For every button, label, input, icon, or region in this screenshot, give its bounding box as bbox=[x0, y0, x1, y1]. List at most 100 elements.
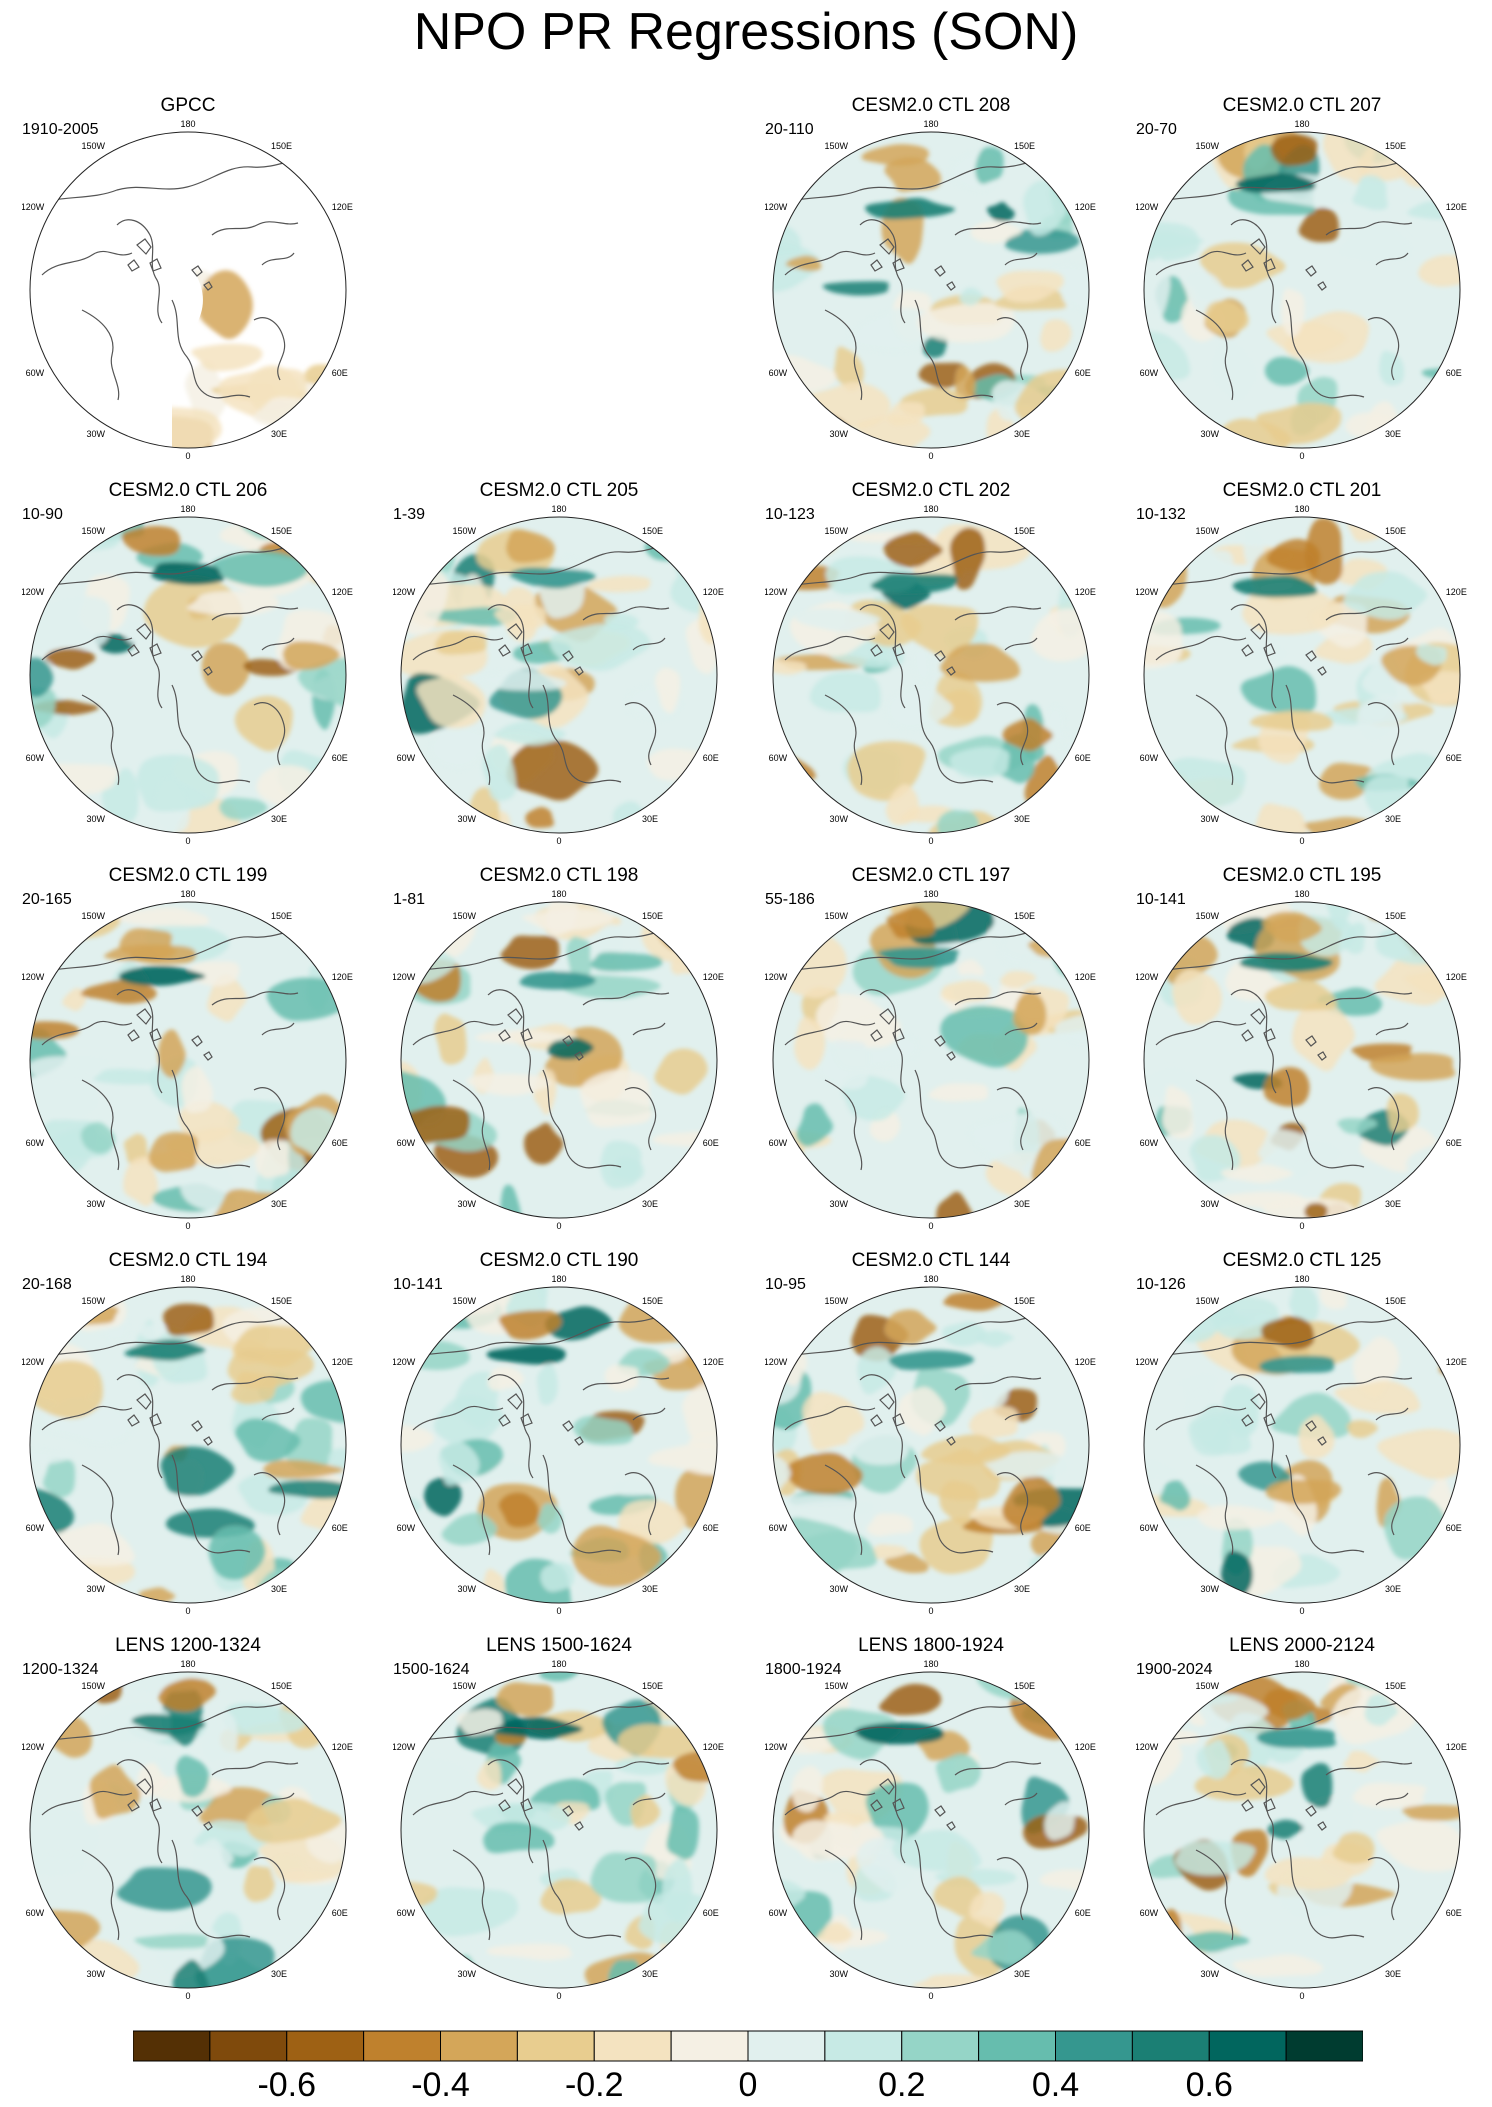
longitude-label: 30W bbox=[1200, 1199, 1219, 1209]
longitude-label: 120E bbox=[1075, 972, 1096, 982]
longitude-label: 120E bbox=[1075, 1742, 1096, 1752]
panel-title: CESM2.0 CTL 144 bbox=[851, 1250, 1011, 1271]
map-panel: 180150E120E90E60E30E030W60W90W120W150WCE… bbox=[393, 1250, 725, 1634]
map-panel: 180150E120E90E60E30E030W60W90W120W150WGP… bbox=[22, 95, 354, 479]
longitude-label: 150E bbox=[271, 141, 292, 151]
longitude-label: 120W bbox=[765, 587, 788, 597]
map-panel: 180150E120E90E60E30E030W60W90W120W150WCE… bbox=[393, 865, 725, 1249]
panel-title: LENS 1200-1324 bbox=[115, 1635, 261, 1656]
longitude-label: 60W bbox=[1140, 1523, 1159, 1533]
longitude-label: 180 bbox=[551, 1274, 566, 1284]
polar-map: 180150E120E90E60E30E030W60W90W120W150W bbox=[765, 1274, 1096, 1616]
longitude-label: 30E bbox=[271, 814, 287, 824]
panel-title: CESM2.0 CTL 125 bbox=[1222, 1250, 1382, 1271]
longitude-label: 120W bbox=[22, 202, 45, 212]
longitude-label: 120W bbox=[393, 1357, 416, 1367]
longitude-label: 0 bbox=[185, 1221, 190, 1231]
longitude-label: 60W bbox=[26, 1523, 45, 1533]
longitude-label: 150E bbox=[271, 911, 292, 921]
longitude-label: 60E bbox=[703, 1138, 719, 1148]
longitude-label: 60W bbox=[397, 1523, 416, 1533]
longitude-label: 120W bbox=[765, 1357, 788, 1367]
longitude-label: 60W bbox=[769, 1523, 788, 1533]
longitude-label: 0 bbox=[1299, 1221, 1304, 1231]
panel-title: CESM2.0 CTL 198 bbox=[479, 865, 639, 886]
panel-year-range: 20-165 bbox=[22, 891, 72, 908]
longitude-label: 150E bbox=[271, 1296, 292, 1306]
colorbar-tick-label: -0.4 bbox=[411, 2066, 470, 2104]
longitude-label: 150W bbox=[1195, 1296, 1219, 1306]
panel-year-range: 20-168 bbox=[22, 1276, 72, 1293]
longitude-label: 180 bbox=[1294, 119, 1309, 129]
longitude-label: 30E bbox=[1014, 429, 1030, 439]
panel-year-range: 1500-1624 bbox=[393, 1661, 470, 1678]
panel-year-range: 10-123 bbox=[765, 506, 815, 523]
map-panel: 180150E120E90E60E30E030W60W90W120W150W CE… bbox=[765, 1250, 1097, 1634]
longitude-label: 150E bbox=[271, 1681, 292, 1691]
polar-map: 180150E120E90E60E30E030W60W90W120W150W bbox=[22, 119, 353, 461]
longitude-label: 0 bbox=[185, 836, 190, 846]
longitude-label: 180 bbox=[180, 504, 195, 514]
longitude-label: 120E bbox=[703, 587, 724, 597]
longitude-label: 60W bbox=[769, 753, 788, 763]
longitude-label: 30W bbox=[86, 1584, 105, 1594]
colorbar-swatch bbox=[133, 2030, 211, 2062]
longitude-label: 60W bbox=[769, 1908, 788, 1918]
panel-year-range: 20-70 bbox=[1136, 121, 1177, 138]
polar-map: 180150E120E90E60E30E030W60W90W120W150W bbox=[22, 1659, 353, 2001]
longitude-label: 60W bbox=[1140, 1138, 1159, 1148]
longitude-label: 150E bbox=[1385, 911, 1406, 921]
longitude-label: 120W bbox=[22, 972, 45, 982]
longitude-label: 0 bbox=[556, 1221, 561, 1231]
polar-map: 180150E120E90E60E30E030W60W90W120W150W bbox=[22, 889, 353, 1231]
panel-title: CESM2.0 CTL 199 bbox=[108, 865, 268, 886]
map-panel: 180150E120E90E60E30E030W60W90W120W150WCE… bbox=[765, 865, 1097, 1249]
longitude-label: 30W bbox=[1200, 814, 1219, 824]
longitude-label: 30W bbox=[829, 1199, 848, 1209]
longitude-label: 60E bbox=[332, 1138, 348, 1148]
longitude-label: 180 bbox=[923, 889, 938, 899]
polar-map: 180150E120E90E60E30E030W60W90W120W150W bbox=[1136, 119, 1467, 461]
map-panel: 180150E120E90E60E30E030W60W90W120W150WCE… bbox=[22, 1250, 354, 1634]
longitude-label: 120W bbox=[393, 1742, 416, 1752]
polar-map: 180150E120E90E60E30E030W60W90W120W150W bbox=[22, 1274, 353, 1616]
longitude-label: 60E bbox=[332, 1908, 348, 1918]
longitude-label: 120E bbox=[332, 202, 353, 212]
polar-map: 180150E120E90E60E30E030W60W90W120W150W bbox=[393, 1659, 724, 2001]
longitude-label: 60W bbox=[26, 1138, 45, 1148]
longitude-label: 30E bbox=[271, 1199, 287, 1209]
map-panel: 180150E120E90E60E30E030W60W90W120W150WLE… bbox=[1136, 1635, 1468, 2019]
panel-year-range: 1-39 bbox=[393, 506, 426, 523]
longitude-label: 60W bbox=[397, 753, 416, 763]
longitude-label: 30E bbox=[1014, 1584, 1030, 1594]
longitude-label: 120E bbox=[1446, 1742, 1467, 1752]
panel-year-range: 1800-1924 bbox=[765, 1661, 842, 1678]
longitude-label: 120W bbox=[393, 972, 416, 982]
longitude-label: 60W bbox=[1140, 753, 1159, 763]
longitude-label: 30W bbox=[829, 429, 848, 439]
longitude-label: 0 bbox=[1299, 1991, 1304, 2001]
longitude-label: 180 bbox=[551, 1659, 566, 1669]
polar-map: 180150E120E90E60E30E030W60W90W120W150W bbox=[765, 119, 1096, 461]
longitude-label: 30E bbox=[1014, 814, 1030, 824]
longitude-label: 150W bbox=[452, 1681, 476, 1691]
longitude-label: 30W bbox=[1200, 1969, 1219, 1979]
colorbar bbox=[133, 2030, 1363, 2062]
longitude-label: 150W bbox=[452, 911, 476, 921]
longitude-label: 0 bbox=[1299, 836, 1304, 846]
panel-title: CESM2.0 CTL 195 bbox=[1222, 865, 1382, 886]
map-panel: 180150E120E90E60E30E030W60W90W120W150WCE… bbox=[1136, 95, 1468, 479]
longitude-label: 30E bbox=[1014, 1969, 1030, 1979]
longitude-label: 60E bbox=[703, 1523, 719, 1533]
panel-year-range: 1-81 bbox=[393, 891, 426, 908]
colorbar-swatch bbox=[1208, 2030, 1287, 2062]
colorbar-swatch bbox=[824, 2030, 903, 2062]
longitude-label: 180 bbox=[180, 889, 195, 899]
panel-title: CESM2.0 CTL 202 bbox=[851, 480, 1011, 501]
longitude-label: 0 bbox=[1299, 1606, 1304, 1616]
longitude-label: 60W bbox=[397, 1138, 416, 1148]
colorbar-swatch bbox=[1131, 2030, 1210, 2062]
longitude-label: 30W bbox=[457, 1584, 476, 1594]
longitude-label: 0 bbox=[928, 836, 933, 846]
longitude-label: 30E bbox=[642, 814, 658, 824]
